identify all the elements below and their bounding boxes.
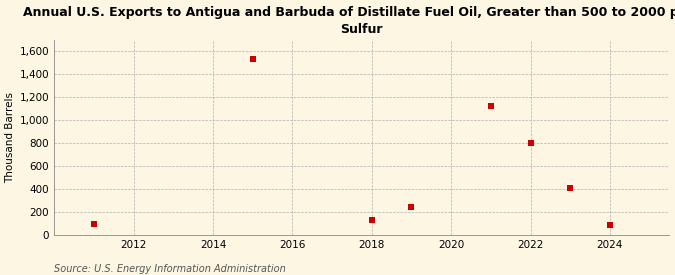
Text: Source: U.S. Energy Information Administration: Source: U.S. Energy Information Administ…	[54, 264, 286, 274]
Y-axis label: Thousand Barrels: Thousand Barrels	[5, 92, 16, 183]
Title: Annual U.S. Exports to Antigua and Barbuda of Distillate Fuel Oil, Greater than : Annual U.S. Exports to Antigua and Barbu…	[23, 6, 675, 35]
